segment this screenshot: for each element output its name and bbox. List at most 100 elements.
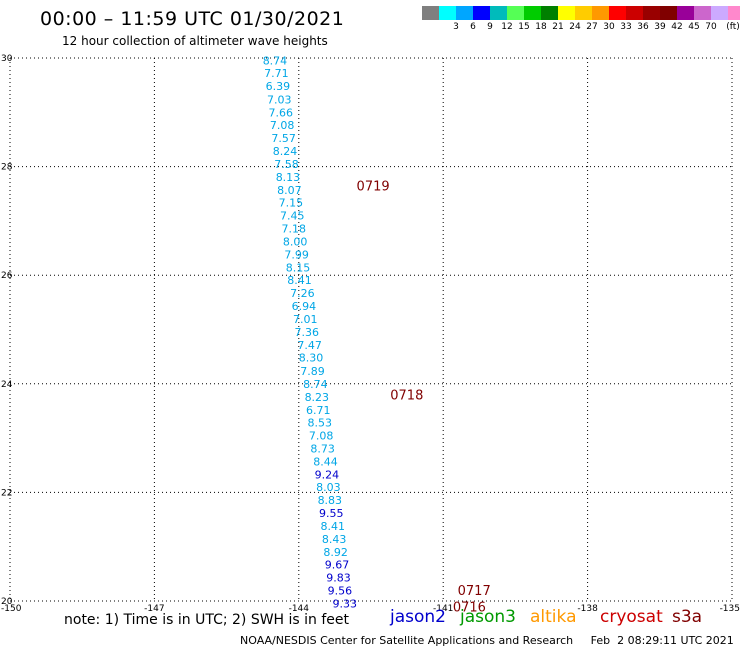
satellite-legend-jason3: jason3 bbox=[460, 607, 516, 627]
wave-height-value: 7.08 bbox=[309, 429, 334, 442]
wave-height-value: 9.55 bbox=[319, 507, 344, 520]
color-scale-label: 24 bbox=[569, 22, 581, 32]
color-scale-label: 39 bbox=[654, 22, 666, 32]
wave-height-value: 8.74 bbox=[303, 378, 328, 391]
wave-height-value: 8.41 bbox=[320, 520, 345, 533]
wave-height-value: 8.43 bbox=[322, 533, 347, 546]
color-scale-swatch bbox=[626, 6, 643, 20]
color-scale-label: 18 bbox=[535, 22, 547, 32]
map-title: 00:00 – 11:59 UTC 01/30/2021 bbox=[40, 8, 345, 30]
color-scale-label: 42 bbox=[671, 22, 683, 32]
wave-height-value: 8.92 bbox=[323, 546, 348, 559]
wave-height-value: 6.71 bbox=[306, 404, 331, 417]
wave-height-value: 8.73 bbox=[310, 442, 335, 455]
wave-height-value: 7.47 bbox=[297, 339, 322, 352]
color-scale-legend bbox=[422, 6, 740, 20]
color-scale-swatch bbox=[711, 6, 728, 20]
color-scale-swatch bbox=[456, 6, 473, 20]
color-scale-swatch bbox=[541, 6, 558, 20]
wave-height-value: 8.41 bbox=[287, 274, 312, 287]
lat-label: 30 bbox=[1, 54, 13, 64]
wave-height-value: 8.03 bbox=[316, 481, 341, 494]
color-scale-swatch bbox=[507, 6, 524, 20]
lat-label: 20 bbox=[1, 597, 13, 607]
color-scale-swatch bbox=[660, 6, 677, 20]
wave-height-value: 9.67 bbox=[325, 559, 350, 572]
color-scale-labels: 3 6 9 12 15 18 21 24 27 30 33 36 39 42 45 70 (ft) bbox=[422, 22, 740, 34]
wave-height-value: 8.53 bbox=[307, 416, 332, 429]
color-scale-swatch bbox=[643, 6, 660, 20]
lat-label: 22 bbox=[1, 488, 12, 498]
wave-height-value: 7.58 bbox=[274, 158, 299, 171]
color-scale-label: 12 bbox=[501, 22, 513, 32]
time-label: 0719 bbox=[357, 180, 390, 195]
wave-height-value: 6.39 bbox=[266, 80, 291, 93]
wave-height-value: 8.44 bbox=[313, 455, 338, 468]
lat-label: 26 bbox=[1, 271, 13, 281]
wave-height-value: 9.24 bbox=[315, 468, 340, 481]
map-grid bbox=[9, 57, 733, 602]
wave-height-value: 7.71 bbox=[264, 67, 289, 80]
lat-label: 24 bbox=[1, 380, 13, 390]
wave-height-value: 7.08 bbox=[270, 119, 295, 132]
satellite-legend-jason2: jason2 bbox=[390, 607, 446, 627]
map-subtitle: 12 hour collection of altimeter wave hei… bbox=[62, 34, 328, 48]
satellite-legend-cryosat: cryosat bbox=[600, 607, 663, 627]
wave-height-value: 7.45 bbox=[280, 209, 305, 222]
color-scale-swatch bbox=[592, 6, 609, 20]
time-label: 0717 bbox=[458, 584, 491, 599]
color-scale-label: 6 bbox=[470, 22, 476, 32]
color-scale-swatch bbox=[490, 6, 507, 20]
wave-height-value: 7.89 bbox=[300, 365, 325, 378]
color-scale-label: 33 bbox=[620, 22, 632, 32]
satellite-legend-s3a: s3a bbox=[672, 607, 703, 627]
wave-height-value: 8.15 bbox=[286, 262, 311, 275]
wave-height-value: 7.36 bbox=[294, 326, 319, 339]
wave-height-value: 7.01 bbox=[293, 313, 318, 326]
color-scale-label: 30 bbox=[603, 22, 615, 32]
color-scale-label: 45 bbox=[688, 22, 700, 32]
wave-height-value: 7.03 bbox=[267, 93, 292, 106]
credit-line: NOAA/NESDIS Center for Satellite Applica… bbox=[240, 634, 734, 647]
color-scale-label: 15 bbox=[518, 22, 530, 32]
satellite-legend-altika: altika bbox=[530, 607, 577, 627]
wave-height-track: 8.747.716.397.037.667.087.578.247.588.13… bbox=[263, 55, 357, 611]
color-scale-swatch bbox=[728, 6, 740, 20]
lon-label: -135 bbox=[720, 604, 740, 614]
wave-height-value: 9.33 bbox=[332, 598, 357, 611]
color-scale-swatch bbox=[439, 6, 456, 20]
wave-height-value: 8.23 bbox=[305, 391, 330, 404]
color-scale-swatch bbox=[575, 6, 592, 20]
color-scale-swatch bbox=[677, 6, 694, 20]
color-scale-label: 3 bbox=[453, 22, 459, 32]
wave-height-value: 8.24 bbox=[273, 145, 298, 158]
color-scale-swatch bbox=[422, 6, 439, 20]
footer-note: note: 1) Time is in UTC; 2) SWH is in fe… bbox=[64, 612, 350, 628]
wave-height-value: 8.00 bbox=[283, 236, 308, 249]
time-label: 0718 bbox=[390, 389, 423, 404]
color-scale-swatch bbox=[609, 6, 626, 20]
wave-height-value: 8.13 bbox=[276, 171, 301, 184]
color-scale-label: 9 bbox=[487, 22, 493, 32]
wave-height-value: 8.07 bbox=[277, 184, 302, 197]
wave-height-value: 7.57 bbox=[271, 132, 296, 145]
color-scale-swatch bbox=[524, 6, 541, 20]
wave-height-value: 8.30 bbox=[299, 352, 324, 365]
wave-height-value: 7.99 bbox=[284, 249, 309, 262]
color-scale-swatch bbox=[558, 6, 575, 20]
wave-height-value: 7.26 bbox=[290, 287, 315, 300]
wave-height-value: 7.15 bbox=[279, 196, 304, 209]
lon-label: -138 bbox=[577, 604, 598, 614]
color-scale-label: 27 bbox=[586, 22, 598, 32]
wave-height-value: 8.74 bbox=[263, 55, 288, 68]
color-scale-label: 21 bbox=[552, 22, 564, 32]
color-scale-swatch bbox=[473, 6, 490, 20]
color-scale-label: 70 bbox=[705, 22, 717, 32]
color-scale-swatch bbox=[694, 6, 711, 20]
wave-height-value: 9.83 bbox=[326, 572, 351, 585]
wave-height-value: 7.66 bbox=[268, 106, 293, 119]
wave-height-value: 8.83 bbox=[318, 494, 343, 507]
